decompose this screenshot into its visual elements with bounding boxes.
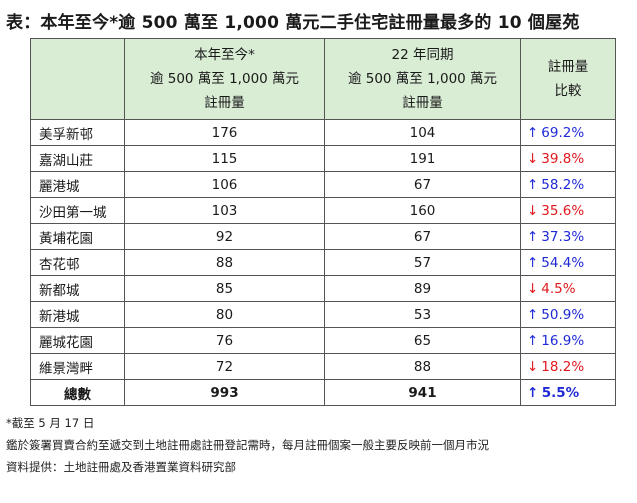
header-change: 註冊量 比較 <box>520 38 616 120</box>
change-cell: ↑ 58.2% <box>520 171 616 198</box>
table-row: 杏花邨 88 57 ↑ 54.4% <box>30 249 616 276</box>
change-value: 35.6% <box>541 202 585 219</box>
header-prev-line2: 逾 500 萬至 1,000 萬元 <box>347 71 498 87</box>
ytd-count: 88 <box>124 249 325 276</box>
estate-name: 新都城 <box>30 275 125 302</box>
header-prev: 22 年同期 逾 500 萬至 1,000 萬元 註冊量 <box>324 38 521 120</box>
source-note: 資料提供：土地註冊處及香港置業資料研究部 <box>6 460 236 474</box>
ytd-count: 176 <box>124 119 325 146</box>
header-estate <box>30 38 125 120</box>
ytd-count: 115 <box>124 145 325 172</box>
arrow-icon: ↓ <box>527 202 539 219</box>
prev-count: 104 <box>324 119 521 146</box>
header-prev-line3: 註冊量 <box>402 95 443 111</box>
page-title: 表：本年至今*逾 500 萬至 1,000 萬元二手住宅註冊量最多的 10 個屋… <box>6 13 580 33</box>
header-prev-line1: 22 年同期 <box>391 47 454 63</box>
table-row: 黃埔花園 92 67 ↑ 37.3% <box>30 223 616 250</box>
estate-name: 新港城 <box>30 301 125 328</box>
change-cell: ↑ 16.9% <box>520 327 616 354</box>
ytd-count: 80 <box>124 301 325 328</box>
change-cell: ↓ 39.8% <box>520 145 616 172</box>
total-row: 總數 993 941 ↑ 5.5% <box>30 379 616 406</box>
estate-name: 嘉湖山莊 <box>30 145 125 172</box>
arrow-icon: ↑ <box>527 176 539 193</box>
ytd-count: 72 <box>124 353 325 380</box>
estate-name: 美孚新邨 <box>30 119 125 146</box>
table-header-row: 本年至今* 逾 500 萬至 1,000 萬元 註冊量 22 年同期 逾 500… <box>30 38 616 120</box>
arrow-icon: ↑ <box>527 384 539 401</box>
arrow-icon: ↑ <box>527 124 539 141</box>
table-row: 新港城 80 53 ↑ 50.9% <box>30 301 616 328</box>
table-row: 維景灣畔 72 88 ↓ 18.2% <box>30 353 616 380</box>
ytd-count: 85 <box>124 275 325 302</box>
estate-name: 麗城花園 <box>30 327 125 354</box>
ytd-count: 106 <box>124 171 325 198</box>
header-ytd-line1: 本年至今* <box>194 47 255 63</box>
change-value: 16.9% <box>541 332 585 349</box>
estate-name: 維景灣畔 <box>30 353 125 380</box>
footnotes: *截至 5 月 17 日 鑑於簽署買賣合約至遞交到土地註冊處註冊登記需時，每月註… <box>6 412 489 478</box>
change-cell: ↓ 4.5% <box>520 275 616 302</box>
footnote-date: *截至 5 月 17 日 <box>6 416 95 430</box>
estate-name: 沙田第一城 <box>30 197 125 224</box>
ytd-count: 92 <box>124 223 325 250</box>
arrow-icon: ↑ <box>527 306 539 323</box>
arrow-icon: ↑ <box>527 332 539 349</box>
ytd-count: 103 <box>124 197 325 224</box>
table-row: 新都城 85 89 ↓ 4.5% <box>30 275 616 302</box>
estate-name: 黃埔花園 <box>30 223 125 250</box>
change-value: 58.2% <box>541 176 585 193</box>
header-ytd: 本年至今* 逾 500 萬至 1,000 萬元 註冊量 <box>124 38 325 120</box>
table-row: 麗港城 106 67 ↑ 58.2% <box>30 171 616 198</box>
total-change-cell: ↑ 5.5% <box>520 379 616 406</box>
prev-count: 89 <box>324 275 521 302</box>
prev-count: 53 <box>324 301 521 328</box>
total-label: 總數 <box>30 379 125 406</box>
change-cell: ↑ 50.9% <box>520 301 616 328</box>
change-value: 4.5% <box>541 280 576 297</box>
registration-table: 本年至今* 逾 500 萬至 1,000 萬元 註冊量 22 年同期 逾 500… <box>30 38 616 406</box>
prev-count: 67 <box>324 223 521 250</box>
change-cell: ↑ 37.3% <box>520 223 616 250</box>
arrow-icon: ↓ <box>527 150 539 167</box>
total-prev: 941 <box>324 379 521 406</box>
prev-count: 191 <box>324 145 521 172</box>
header-change-line2: 比較 <box>554 83 582 99</box>
arrow-icon: ↑ <box>527 228 539 245</box>
estate-name: 杏花邨 <box>30 249 125 276</box>
change-cell: ↑ 69.2% <box>520 119 616 146</box>
arrow-icon: ↑ <box>527 254 539 271</box>
arrow-icon: ↓ <box>527 280 539 297</box>
change-value: 54.4% <box>541 254 585 271</box>
header-ytd-line3: 註冊量 <box>204 95 245 111</box>
footnote-registration: 鑑於簽署買賣合約至遞交到土地註冊處註冊登記需時，每月註冊個案一般主要反映前一個月… <box>6 438 489 452</box>
change-value: 18.2% <box>541 358 585 375</box>
table-row: 沙田第一城 103 160 ↓ 35.6% <box>30 197 616 224</box>
table-row: 美孚新邨 176 104 ↑ 69.2% <box>30 119 616 146</box>
prev-count: 67 <box>324 171 521 198</box>
header-change-line1: 註冊量 <box>547 59 589 75</box>
prev-count: 88 <box>324 353 521 380</box>
change-value: 37.3% <box>541 228 585 245</box>
total-change-value: 5.5% <box>541 384 580 401</box>
header-ytd-line2: 逾 500 萬至 1,000 萬元 <box>149 71 300 87</box>
ytd-count: 76 <box>124 327 325 354</box>
change-cell: ↑ 54.4% <box>520 249 616 276</box>
change-cell: ↓ 18.2% <box>520 353 616 380</box>
change-cell: ↓ 35.6% <box>520 197 616 224</box>
prev-count: 160 <box>324 197 521 224</box>
prev-count: 65 <box>324 327 521 354</box>
estate-name: 麗港城 <box>30 171 125 198</box>
table-row: 麗城花園 76 65 ↑ 16.9% <box>30 327 616 354</box>
change-value: 50.9% <box>541 306 585 323</box>
change-value: 39.8% <box>541 150 585 167</box>
arrow-icon: ↓ <box>527 358 539 375</box>
prev-count: 57 <box>324 249 521 276</box>
table-row: 嘉湖山莊 115 191 ↓ 39.8% <box>30 145 616 172</box>
total-ytd: 993 <box>124 379 325 406</box>
change-value: 69.2% <box>541 124 585 141</box>
